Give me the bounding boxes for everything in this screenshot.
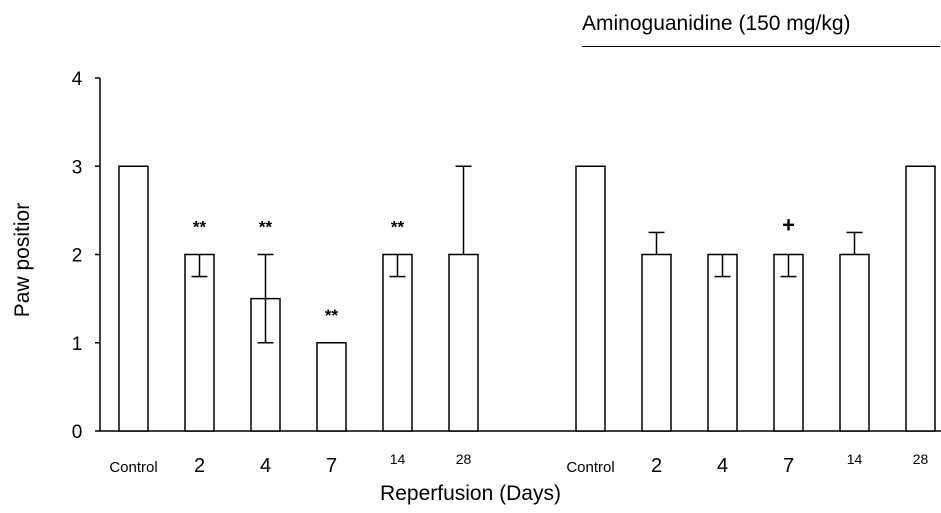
y-axis-label: Paw positior (11, 202, 34, 318)
y-tick-label: 4 (72, 69, 83, 90)
y-tick-label: 0 (72, 422, 83, 443)
x-tick-label: 7 (783, 455, 794, 477)
x-tick-label: 2 (194, 455, 205, 477)
x-tick-label: 14 (390, 451, 406, 467)
y-tick-label: 3 (72, 157, 83, 178)
x-tick-label: Control (566, 459, 614, 476)
x-tick-label: 28 (913, 451, 929, 467)
bar (707, 253, 738, 432)
x-axis-label: Reperfusion (Days) (380, 482, 561, 505)
x-tick-label: Control (109, 459, 157, 476)
bar (839, 253, 870, 432)
x-tick-label: 2 (651, 455, 662, 477)
x-tick-label: 4 (260, 455, 271, 477)
x-tick-label: 7 (326, 455, 337, 477)
significance-mark: ** (259, 218, 273, 237)
significance-mark: ** (193, 218, 207, 237)
significance-mark: ** (325, 306, 339, 325)
significance-mark: + (782, 213, 795, 238)
bar (773, 253, 804, 432)
x-tick-label: 14 (847, 451, 863, 467)
treatment-annotation: Aminoguanidine (150 mg/kg) (582, 12, 851, 35)
bar (118, 165, 149, 432)
bar (184, 253, 215, 432)
treatment-underline (582, 46, 940, 47)
bar (575, 165, 606, 432)
y-tick-label: 2 (72, 246, 83, 267)
significance-mark: ** (391, 218, 405, 237)
x-tick-label: 28 (456, 451, 472, 467)
bar (382, 253, 413, 432)
bar (905, 165, 936, 432)
bar (641, 253, 672, 432)
bar (448, 253, 479, 432)
y-tick-label: 1 (72, 334, 83, 355)
bar (316, 342, 347, 432)
x-tick-label: 4 (717, 455, 728, 477)
